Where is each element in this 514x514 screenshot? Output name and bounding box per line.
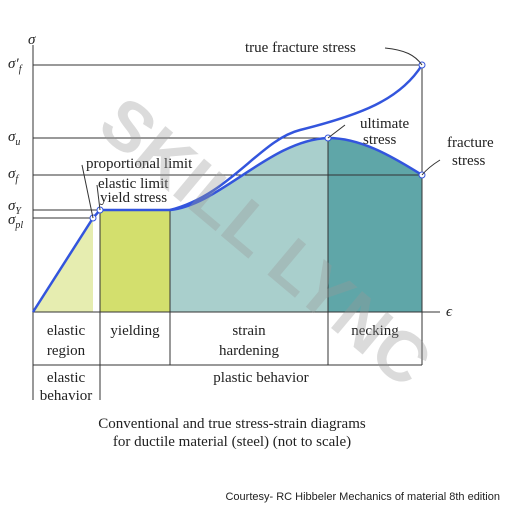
necking-area <box>328 138 422 312</box>
region-label: elastic <box>47 323 86 339</box>
annotation: stress <box>452 153 485 169</box>
behavior-label: plastic behavior <box>213 370 308 386</box>
true-curve <box>169 64 424 212</box>
level-subscript: f <box>19 64 23 75</box>
x-axis-label: ϵ <box>446 304 453 320</box>
annotation: ultimate <box>360 116 409 132</box>
level-subscript: pl <box>14 220 23 231</box>
region-label: necking <box>351 323 399 339</box>
region-label: yielding <box>110 323 160 339</box>
level-subscript: f <box>15 174 19 185</box>
level-label: σ′f <box>8 56 23 75</box>
annotation: elastic limit <box>98 176 169 192</box>
level-symbol: σ <box>8 198 16 214</box>
annotation: fracture <box>447 135 494 151</box>
region-label: hardening <box>219 343 279 359</box>
caption: for ductile material (steel) (not to sca… <box>113 434 351 450</box>
engineering-curve <box>31 136 423 313</box>
caption: Conventional and true stress-strain diag… <box>98 416 366 432</box>
level-symbol: σ <box>8 212 16 228</box>
level-label: σY <box>8 198 22 217</box>
annotation: proportional limit <box>86 156 193 172</box>
level-label: σf <box>8 166 19 185</box>
leaders <box>81 47 441 219</box>
level-symbol: σ′ <box>8 56 19 72</box>
level-label: σpl <box>8 212 23 231</box>
level-subscript: Y <box>15 206 22 217</box>
level-lines <box>33 64 423 400</box>
annotation: yield stress <box>100 190 167 206</box>
region-label: strain <box>232 323 266 339</box>
yield-area <box>100 210 170 312</box>
region-label: region <box>47 343 86 359</box>
courtesy: Courtesy- RC Hibbeler Mechanics of mater… <box>225 491 500 503</box>
level-symbol: σ <box>8 166 16 182</box>
annotation: stress <box>363 132 396 148</box>
y-axis-label: σ <box>28 32 36 48</box>
hardening-area <box>170 138 328 312</box>
level-label: σu <box>8 129 20 148</box>
level-symbol: σ <box>8 129 16 145</box>
behavior-label: elastic <box>47 370 86 386</box>
level-subscript: u <box>15 137 20 148</box>
annotation: true fracture stress <box>245 40 356 56</box>
behavior-label: behavior <box>40 388 92 404</box>
